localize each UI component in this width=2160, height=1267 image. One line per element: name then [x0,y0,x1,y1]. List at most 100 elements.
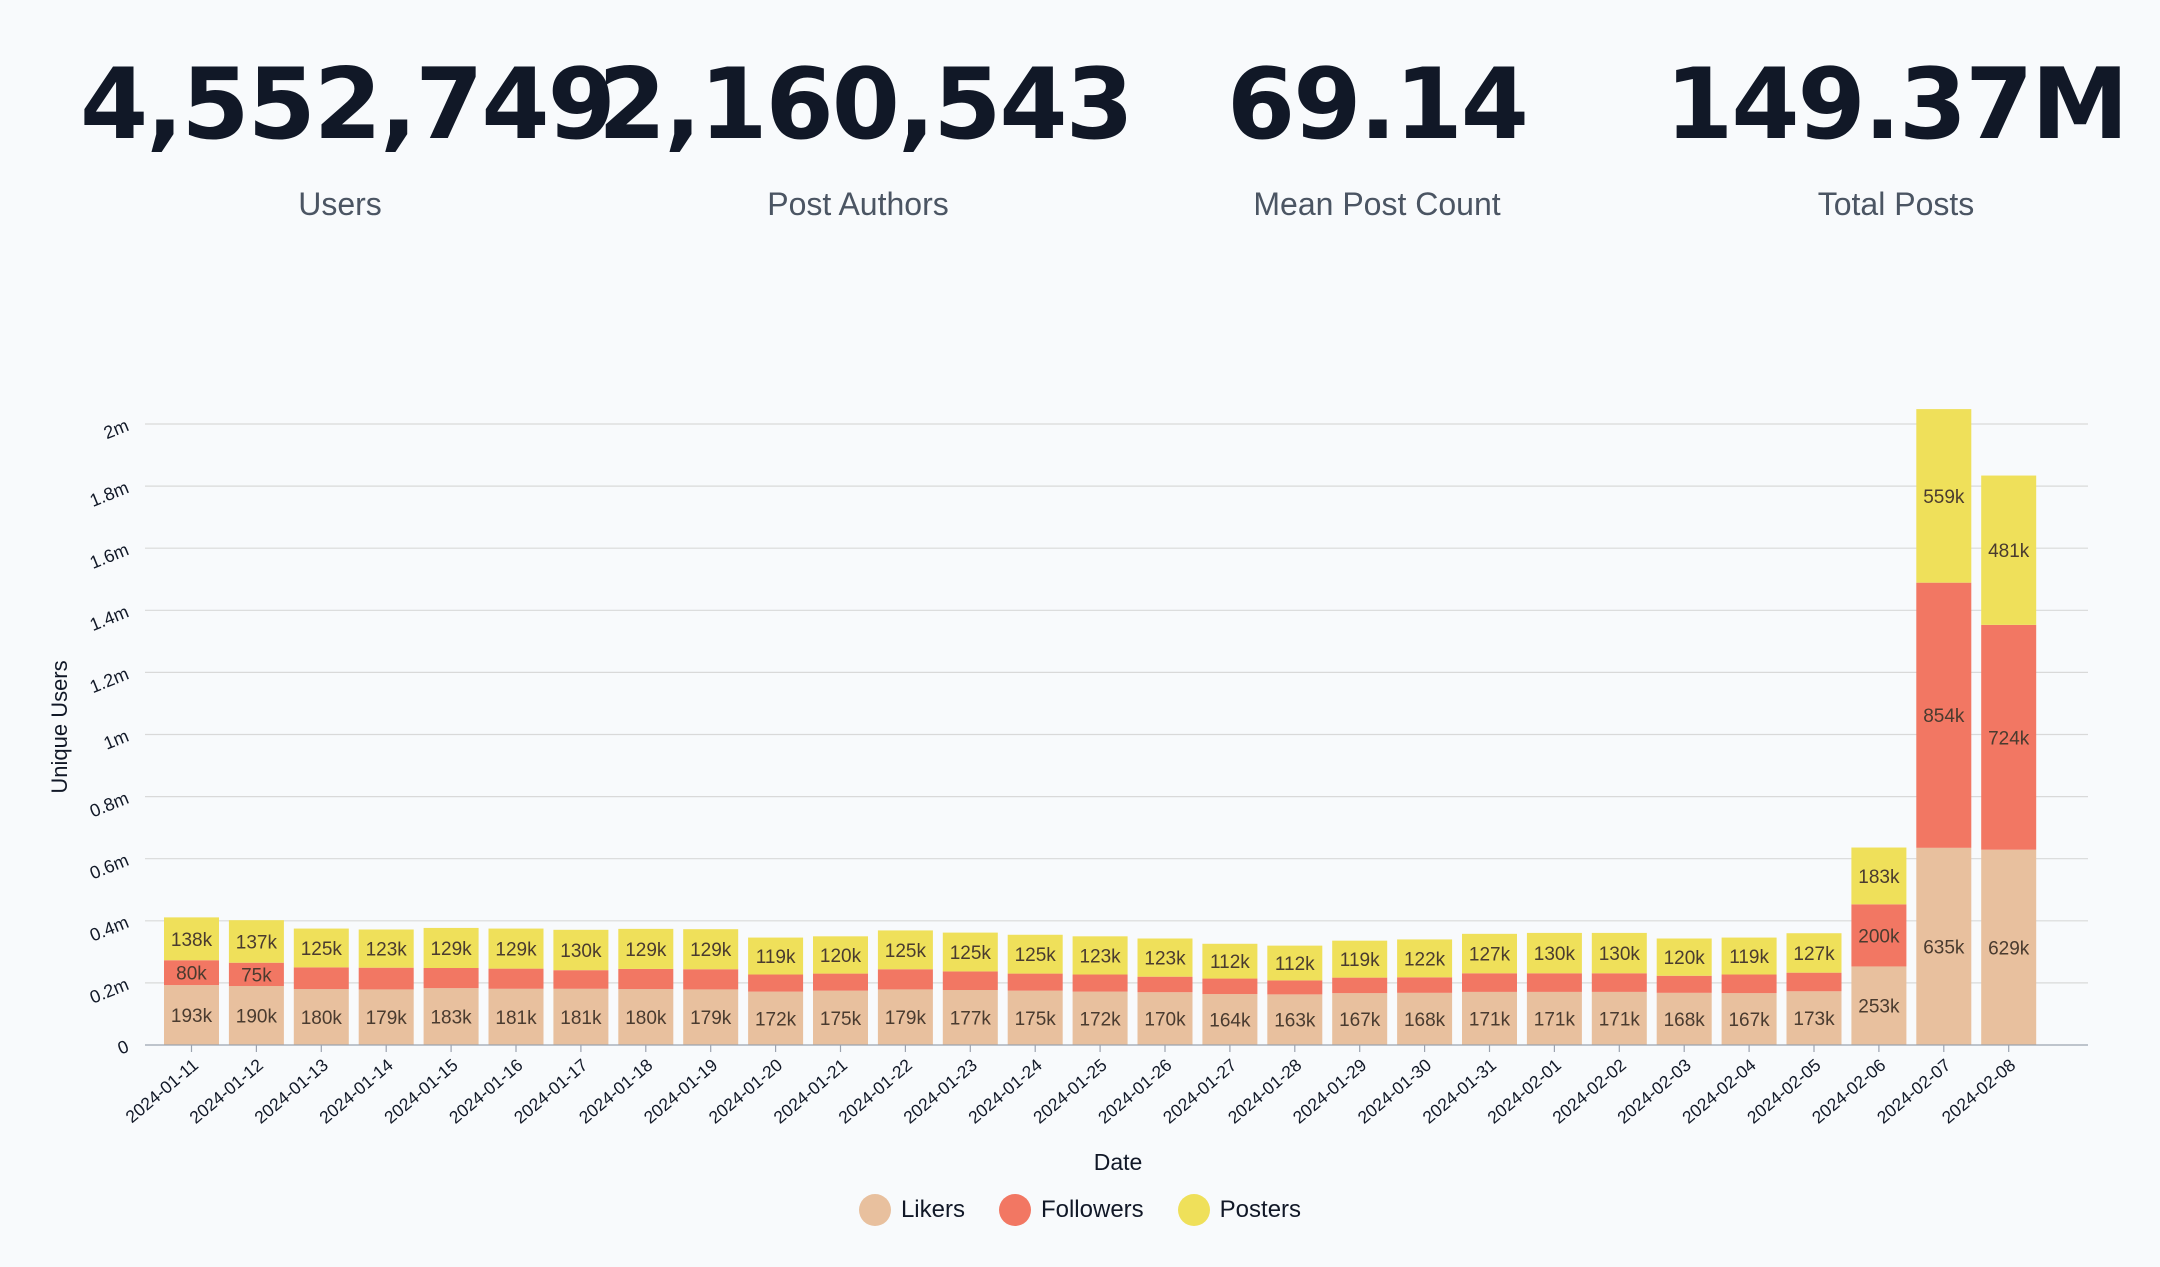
bar-posters[interactable] [1137,938,1193,977]
bar-posters[interactable] [358,929,414,968]
bar-likers[interactable] [1137,992,1193,1045]
bar-likers[interactable] [1721,993,1777,1045]
bar-likers[interactable] [1007,990,1063,1045]
data-label: 112k [1275,954,1315,975]
bar-followers[interactable] [228,962,284,987]
data-label: 127k [1793,944,1835,965]
bar-posters[interactable] [1916,409,1972,583]
bar-posters[interactable] [1591,932,1647,974]
bar-posters[interactable] [164,917,219,961]
bar-followers[interactable] [1072,974,1128,992]
bar-posters[interactable] [942,932,998,972]
bar-followers[interactable] [1591,973,1647,992]
bar-likers[interactable] [1981,849,2037,1045]
bar-followers[interactable] [1916,582,1972,848]
bar-followers[interactable] [683,969,739,990]
bar-followers[interactable] [1397,977,1453,993]
bar-followers[interactable] [1462,973,1517,992]
bar-posters[interactable] [1656,938,1712,976]
y-tick-label: 0.6m [87,850,132,884]
bar-followers[interactable] [488,968,544,989]
bar-followers[interactable] [942,971,998,991]
bar-followers[interactable] [164,960,219,986]
legend-item-followers[interactable]: Followers [998,1194,1144,1226]
bar-posters[interactable] [1007,934,1063,974]
bar-likers[interactable] [488,988,544,1045]
bar-likers[interactable] [1332,993,1388,1045]
bar-posters[interactable] [813,936,868,974]
bar-likers[interactable] [942,990,998,1045]
bar-posters[interactable] [1462,933,1517,974]
stat-label: Users [298,186,382,222]
bar-likers[interactable] [748,991,804,1045]
bar-followers[interactable] [1786,972,1842,992]
bar-likers[interactable] [877,989,933,1045]
bar-likers[interactable] [683,989,739,1045]
data-label: 854k [1923,706,1965,727]
bar-posters[interactable] [1786,933,1842,973]
bar-likers[interactable] [1591,991,1647,1045]
bar-followers[interactable] [1332,977,1388,994]
bar-followers[interactable] [618,968,674,990]
bar-followers[interactable] [1721,974,1777,994]
bar-posters[interactable] [1721,937,1777,975]
bar-likers[interactable] [1526,991,1582,1045]
bar-likers[interactable] [1202,994,1258,1045]
data-label: 138k [171,930,213,951]
bar-followers[interactable] [1202,978,1258,995]
bar-likers[interactable] [164,985,219,1045]
bar-posters[interactable] [1202,943,1258,979]
bar-posters[interactable] [877,930,933,970]
y-axis-label: Unique Users [47,660,72,793]
bar-followers[interactable] [1137,976,1193,993]
legend-swatch-posters [1177,1194,1210,1226]
bar-followers[interactable] [358,967,414,990]
bar-likers[interactable] [293,989,349,1045]
bar-likers[interactable] [618,989,674,1045]
bar-followers[interactable] [813,973,868,991]
bar-followers[interactable] [1656,975,1712,993]
legend-item-posters[interactable]: Posters [1177,1194,1301,1226]
bar-posters[interactable] [748,937,804,975]
bar-likers[interactable] [228,986,284,1045]
bar-posters[interactable] [1851,847,1907,905]
bar-likers[interactable] [1786,991,1842,1045]
bar-followers[interactable] [1007,973,1063,991]
bar-followers[interactable] [1981,624,2037,850]
bar-followers[interactable] [1851,904,1907,967]
bar-likers[interactable] [1072,991,1128,1045]
bar-followers[interactable] [877,969,933,990]
bar-likers[interactable] [1397,992,1453,1045]
y-tick-label: 0.4m [87,912,132,946]
bar-likers[interactable] [1656,992,1712,1045]
bar-followers[interactable] [553,970,609,989]
legend-item-likers[interactable]: Likers [858,1194,965,1226]
bar-posters[interactable] [293,928,349,968]
bar-followers[interactable] [748,974,804,992]
bar-posters[interactable] [1332,940,1388,978]
data-label: 171k [1599,1009,1641,1030]
bar-followers[interactable] [1526,973,1582,992]
bar-posters[interactable] [683,929,739,970]
bar-posters[interactable] [1397,939,1453,978]
bar-posters[interactable] [488,928,544,969]
bar-likers[interactable] [423,988,479,1045]
bar-posters[interactable] [1267,945,1323,981]
bar-posters[interactable] [1526,932,1582,974]
bar-posters[interactable] [618,928,674,969]
bar-posters[interactable] [423,927,479,968]
bar-likers[interactable] [553,988,609,1045]
bar-likers[interactable] [1851,966,1907,1045]
bar-posters[interactable] [553,929,609,971]
bar-likers[interactable] [1267,994,1323,1045]
bar-followers[interactable] [1267,980,1323,995]
bar-likers[interactable] [1462,991,1517,1045]
bar-posters[interactable] [228,920,284,963]
bar-likers[interactable] [1916,847,1972,1045]
bar-likers[interactable] [813,990,868,1045]
bar-posters[interactable] [1981,475,2037,625]
bar-followers[interactable] [293,967,349,990]
bar-followers[interactable] [423,967,479,989]
bar-posters[interactable] [1072,936,1128,975]
bar-likers[interactable] [358,989,414,1045]
